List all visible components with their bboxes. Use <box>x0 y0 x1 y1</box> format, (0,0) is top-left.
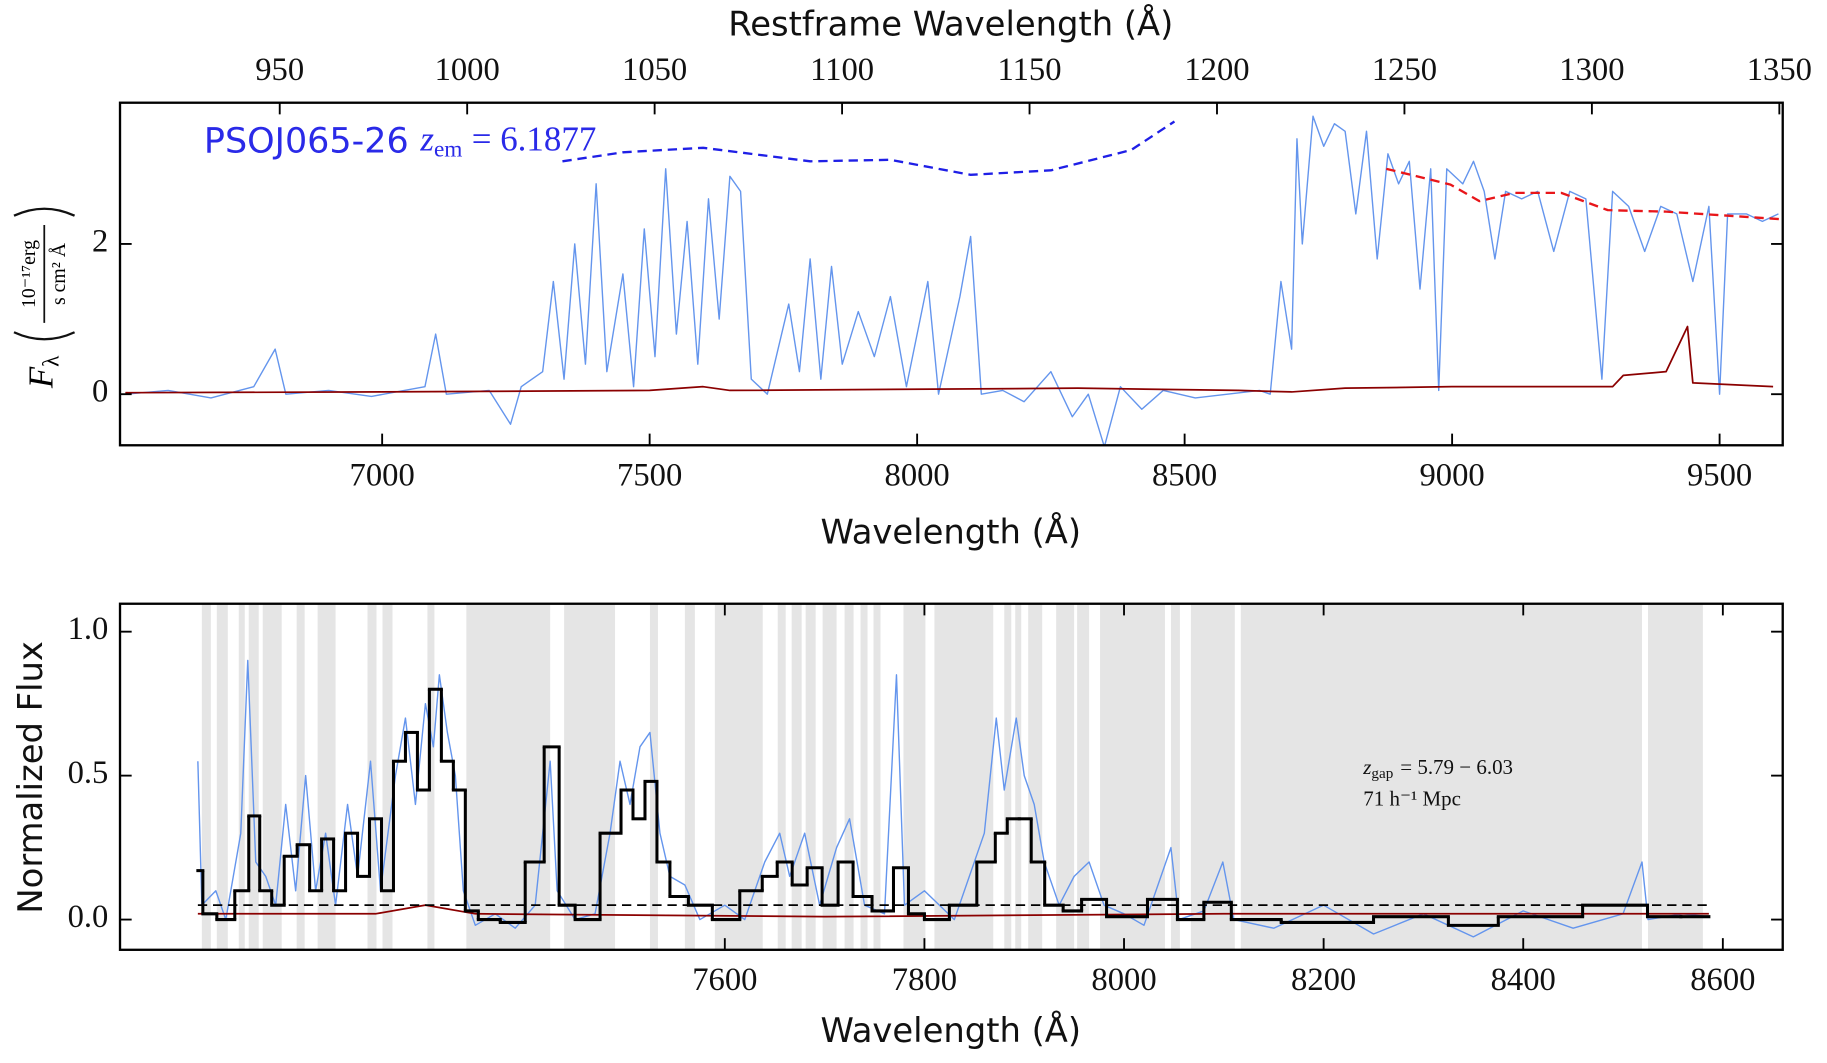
shaded-region <box>822 603 837 950</box>
shaded-region <box>1077 603 1090 950</box>
x2-tick-label: 1050 <box>622 52 687 88</box>
z-symbol: z <box>419 119 434 158</box>
annotation-top: PSOJ065-26 zem = 6.1877 <box>204 119 596 163</box>
shaded-region <box>1100 603 1165 950</box>
shaded-region <box>216 603 228 950</box>
annotation-gap: zgap = 5.79 − 6.03 <box>1362 755 1513 782</box>
shaded-region <box>248 603 259 950</box>
x-tick-label: 8500 <box>1152 457 1217 493</box>
series-line <box>562 120 1176 176</box>
shaded-region <box>805 603 816 950</box>
paren-left <box>13 331 76 341</box>
z-sub: gap <box>1371 766 1393 782</box>
x-axis-label: Wavelength (Å) <box>820 1010 1081 1050</box>
paren-right <box>13 207 76 217</box>
series-line <box>125 115 1779 446</box>
x-tick-label: 9500 <box>1687 457 1752 493</box>
shaded-region <box>844 603 854 950</box>
axes-frame <box>118 602 1784 951</box>
y-label-num: 10⁻¹⁷erg <box>18 240 40 308</box>
x-tick-label: 8000 <box>885 457 950 493</box>
shaded-region <box>262 603 282 950</box>
x-tick-label: 7500 <box>617 457 682 493</box>
axes-frame <box>118 101 1784 447</box>
x-tick-label: 8600 <box>1690 962 1755 998</box>
annotation-length: 71 h⁻¹ Mpc <box>1363 786 1461 810</box>
x-tick-label: 8400 <box>1491 962 1556 998</box>
shaded-region <box>1190 603 1235 950</box>
z-range: = 5.79 − 6.03 <box>1400 755 1513 779</box>
shaded-region <box>201 603 211 950</box>
x2-tick-label: 950 <box>255 52 304 88</box>
x2-tick-label: 1200 <box>1184 52 1249 88</box>
shaded-region <box>238 603 245 950</box>
x2-tick-label: 1250 <box>1372 52 1437 88</box>
x2-tick-label: 1000 <box>435 52 500 88</box>
x-tick-label: 8200 <box>1291 962 1356 998</box>
series-line <box>125 325 1774 394</box>
y-label-f: F <box>21 366 60 389</box>
axes: 7000 7500 8000 8500 9000 9500 950 1000 1050 1100 1… <box>68 52 1812 998</box>
shaded-region <box>1240 603 1643 950</box>
shaded-region <box>1004 603 1012 950</box>
x2-tick-label: 1150 <box>998 52 1062 88</box>
shaded-region <box>317 603 336 950</box>
y-label-sub: λ <box>39 355 65 367</box>
x2-tick-label: 1300 <box>1559 52 1624 88</box>
y-tick-label: 0.5 <box>68 755 109 791</box>
x-tick-label: 7000 <box>350 457 415 493</box>
shaded-region <box>466 603 551 950</box>
shaded-region <box>1015 603 1022 950</box>
y-axis-label: Fλ 10⁻¹⁷erg s cm² Å <box>13 207 76 389</box>
shaded-region <box>934 603 994 950</box>
y-label-symbol: Fλ <box>21 355 65 389</box>
series-line <box>1386 167 1781 221</box>
z-symbol: z <box>1362 755 1371 779</box>
y-tick-label: 1.0 <box>68 611 109 647</box>
y-axis-label: Normalized Flux <box>11 641 50 914</box>
shaded-region <box>1647 603 1703 950</box>
shaded-region <box>382 603 393 950</box>
y-tick-label: 0.0 <box>68 899 109 935</box>
x-tick-label: 9000 <box>1419 457 1484 493</box>
y-tick-label: 0 <box>92 374 108 410</box>
shaded-region <box>903 603 926 950</box>
y-label-den: s cm² Å <box>48 242 70 305</box>
x-tick-label: 8000 <box>1091 962 1156 998</box>
series-line <box>197 904 1709 918</box>
shaded-region <box>684 603 695 950</box>
shaded-region <box>873 603 881 950</box>
z-sub: em <box>434 137 462 163</box>
y-tick-label: 2 <box>92 223 108 259</box>
x2-axis-label: Restframe Wavelength (Å) <box>728 3 1173 43</box>
shaded-region <box>1170 603 1180 950</box>
z-value: = 6.1877 <box>472 119 597 158</box>
shaded-region <box>777 603 786 950</box>
x-tick-label: 7600 <box>692 962 757 998</box>
shaded-region <box>860 603 868 950</box>
object-name: PSOJ065-26 <box>204 121 409 161</box>
shaded-region <box>564 603 616 950</box>
x2-tick-label: 1100 <box>810 52 874 88</box>
shaded-region <box>791 603 802 950</box>
plot-area-bottom <box>196 603 1711 950</box>
shaded-region <box>1056 603 1075 950</box>
x-tick-label: 7800 <box>892 962 957 998</box>
shaded-region <box>1028 603 1043 950</box>
x-axis-label: Wavelength (Å) <box>820 511 1081 551</box>
plot-area-top <box>125 115 1781 446</box>
shaded-region <box>296 603 305 950</box>
x2-tick-label: 1350 <box>1747 52 1812 88</box>
